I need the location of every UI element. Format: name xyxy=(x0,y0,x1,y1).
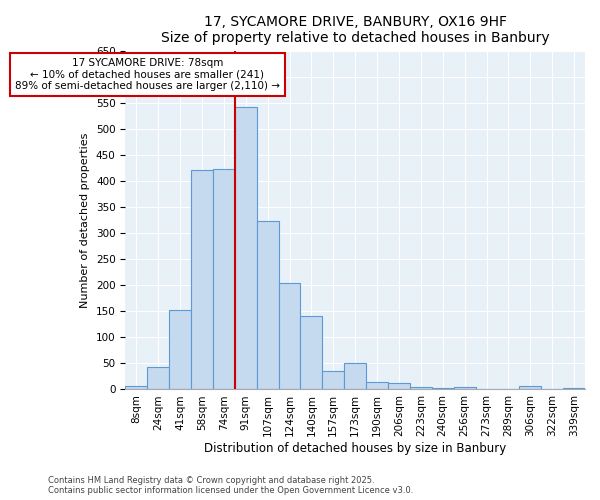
Bar xyxy=(432,388,454,390)
Bar xyxy=(454,387,476,390)
Text: Contains HM Land Registry data © Crown copyright and database right 2025.
Contai: Contains HM Land Registry data © Crown c… xyxy=(48,476,413,495)
Bar xyxy=(520,386,541,390)
Bar xyxy=(213,170,235,390)
Bar xyxy=(125,386,147,390)
Bar xyxy=(191,170,213,390)
Y-axis label: Number of detached properties: Number of detached properties xyxy=(80,132,91,308)
Bar xyxy=(366,382,388,390)
Bar xyxy=(322,371,344,390)
Bar xyxy=(301,316,322,390)
Title: 17, SYCAMORE DRIVE, BANBURY, OX16 9HF
Size of property relative to detached hous: 17, SYCAMORE DRIVE, BANBURY, OX16 9HF Si… xyxy=(161,15,550,45)
Bar xyxy=(563,388,585,390)
Bar xyxy=(257,221,278,390)
Bar xyxy=(147,367,169,390)
Bar xyxy=(344,364,366,390)
Bar xyxy=(278,282,301,390)
Bar xyxy=(410,387,432,390)
Bar xyxy=(169,310,191,390)
Text: 17 SYCAMORE DRIVE: 78sqm
← 10% of detached houses are smaller (241)
89% of semi-: 17 SYCAMORE DRIVE: 78sqm ← 10% of detach… xyxy=(15,58,280,91)
Bar xyxy=(388,383,410,390)
Bar xyxy=(235,108,257,390)
X-axis label: Distribution of detached houses by size in Banbury: Distribution of detached houses by size … xyxy=(204,442,506,455)
